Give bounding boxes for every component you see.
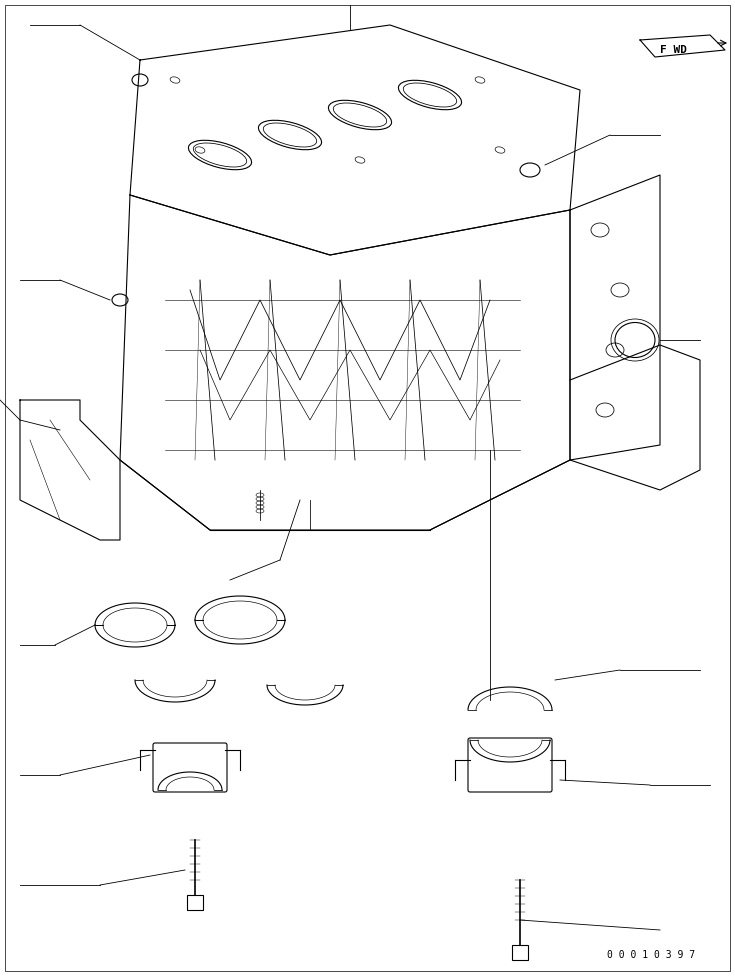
Text: 0 0 0 1 0 3 9 7: 0 0 0 1 0 3 9 7 [607,950,695,960]
Bar [512,945,528,960]
Ellipse shape [132,74,148,86]
Ellipse shape [520,163,540,177]
Text: F WD: F WD [660,45,687,55]
Bar [187,895,203,910]
Ellipse shape [112,294,128,306]
